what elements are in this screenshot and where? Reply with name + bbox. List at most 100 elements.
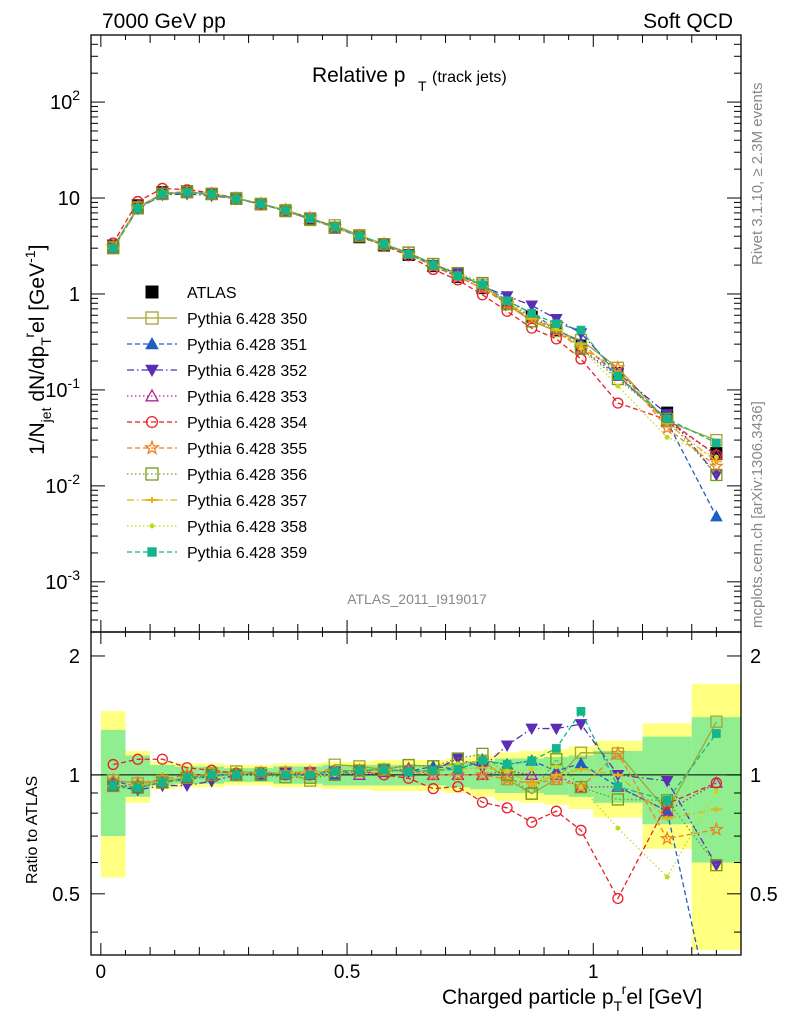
ratio-point (575, 824, 587, 836)
ratio-line (113, 723, 717, 866)
ratio-point (526, 816, 538, 828)
data-point (502, 296, 512, 306)
data-point (615, 383, 621, 389)
legend-marker (145, 311, 159, 325)
ratio-point (427, 783, 439, 795)
data-point (710, 509, 723, 522)
legend-label: Pythia 6.428 354 (187, 415, 307, 432)
legend-marker (146, 497, 158, 503)
ratio-point (527, 756, 537, 766)
ratio-point (660, 794, 674, 807)
legend-entry: ATLAS (145, 285, 237, 302)
series-7 (107, 186, 723, 482)
x-tick-label: 0 (96, 962, 107, 983)
ratio-point (156, 753, 169, 765)
legend-label: Pythia 6.428 357 (187, 493, 307, 510)
ratio-point (404, 767, 413, 776)
ratio-point (108, 781, 118, 791)
legend-label: ATLAS (187, 285, 237, 302)
legend-marker (149, 523, 155, 529)
data-point (404, 249, 413, 259)
ratio-point (710, 858, 723, 872)
ratio-point (551, 744, 561, 753)
ratio-point (500, 740, 514, 752)
ratio-point (612, 892, 624, 905)
legend-entry: Pythia 6.428 351 (127, 336, 307, 354)
ratio-point (659, 830, 675, 846)
legend-marker (145, 364, 159, 378)
ratio-y-tick-label-right: 2 (750, 646, 761, 668)
ratio-point (610, 745, 626, 760)
data-point (355, 231, 364, 241)
legend-entry: Pythia 6.428 358 (127, 519, 307, 536)
legend-label: Pythia 6.428 359 (187, 545, 307, 562)
ratio-point (428, 766, 438, 775)
legend-marker (144, 388, 160, 402)
ratio-y-tick-label-right: 0.5 (750, 884, 778, 906)
ratio-point (660, 776, 674, 788)
y-tick-label: 10-3 (45, 567, 80, 594)
data-point (207, 189, 216, 199)
ratio-point (529, 766, 535, 772)
legend-label: Pythia 6.428 358 (187, 519, 307, 536)
data-point (427, 257, 440, 271)
top-frame (90, 34, 742, 633)
y-tick-label: 1 (69, 284, 80, 306)
legend-entry: Pythia 6.428 357 (127, 493, 307, 510)
ratio-point (502, 760, 512, 769)
data-point (710, 468, 723, 482)
data-point (710, 470, 723, 482)
ratio-point (453, 764, 463, 774)
data-point (574, 341, 588, 354)
ratio-point (525, 787, 538, 800)
legend-label: Pythia 6.428 355 (187, 441, 307, 458)
ratio-point (576, 707, 586, 716)
ratio-point (478, 756, 487, 765)
ratio-point (107, 758, 119, 771)
y-tick-label: 102 (50, 87, 80, 114)
ratio-y-tick-label-right: 1 (750, 765, 761, 787)
x-tick-label: 1 (588, 962, 599, 983)
plot-title: Relative p T (track jets) (312, 64, 507, 94)
x-tick-label: 0.5 (334, 962, 360, 983)
bottom-frame (90, 631, 742, 956)
header-left: 7000 GeV pp (102, 10, 226, 33)
legend-label: Pythia 6.428 350 (187, 311, 307, 328)
ratio-point (710, 860, 723, 872)
bottom-y-axis-title: Ratio to ATLAS (24, 776, 41, 884)
ratio-series-10 (108, 707, 721, 805)
ratio-point (476, 764, 488, 771)
ratio-point (133, 783, 143, 792)
data-point (662, 414, 672, 424)
ratio-point (550, 805, 562, 817)
ratio-y-tick-label: 0.5 (52, 884, 80, 906)
ratio-point (281, 770, 290, 780)
ratio-point (501, 802, 513, 814)
ratio-point (525, 723, 539, 736)
ratio-point (612, 772, 624, 778)
series-3 (106, 189, 723, 482)
legend-entry: Pythia 6.428 353 (127, 388, 307, 406)
legend-marker (147, 547, 157, 557)
data-point (613, 371, 623, 381)
ratio-point (355, 766, 364, 775)
legend-label: Pythia 6.428 351 (187, 337, 307, 354)
ratio-point (712, 729, 721, 738)
ratio-point (158, 778, 167, 787)
data-point (256, 199, 266, 209)
data-point (575, 353, 587, 365)
analysis-id: ATLAS_2011_I919017 (347, 591, 487, 607)
data-point (526, 322, 538, 334)
ratio-point (574, 719, 588, 731)
ratio-point (710, 806, 722, 813)
ratio-point (710, 777, 722, 789)
data-point (575, 341, 587, 347)
ratio-point (548, 771, 564, 786)
ratio-point (615, 825, 621, 831)
ratio-point (550, 772, 562, 778)
legend-label: Pythia 6.428 352 (187, 363, 307, 380)
ratio-point (231, 770, 241, 780)
legend-entry: Pythia 6.428 350 (127, 311, 307, 328)
